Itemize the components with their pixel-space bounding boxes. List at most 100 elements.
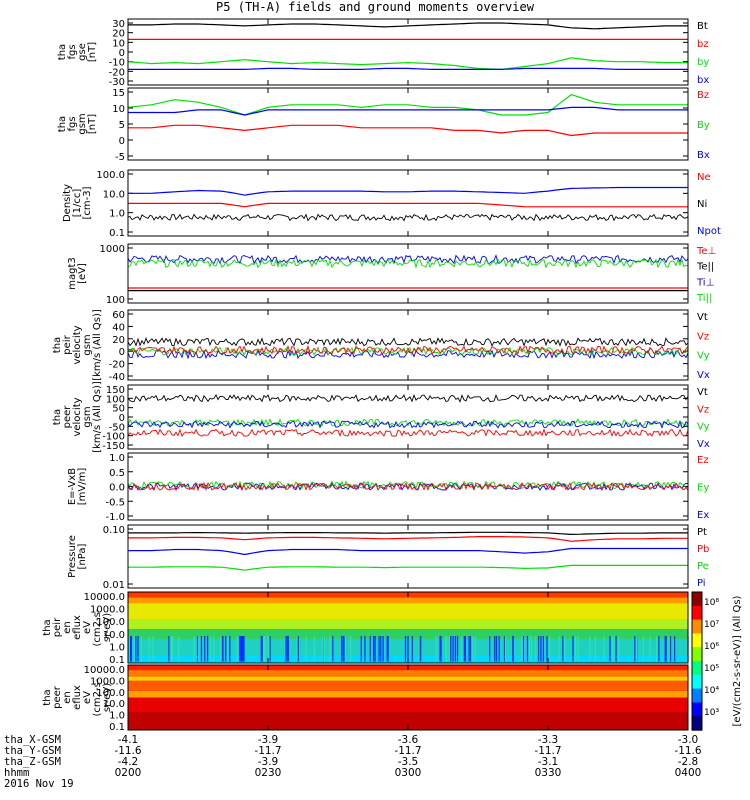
legend-vel_gse-1: Vz — [697, 404, 709, 415]
colorbar-tick-2: 10⁶ — [704, 642, 719, 652]
series-temp-Ti⊥ — [127, 254, 689, 265]
heatmap-streak — [634, 636, 636, 662]
heatmap-streak — [209, 636, 212, 662]
heatmap-streak — [148, 636, 150, 662]
ylabel-gsm-2: gsm — [77, 113, 88, 134]
x-value-0-1: -3.9 — [258, 734, 279, 746]
ylabel-spec_ele-6: sr-eV) — [102, 683, 113, 712]
ylabel-fgs-0: tha — [57, 44, 68, 60]
heatmap-streak — [446, 636, 448, 662]
panel-efield: E=-VxB [mV/m] 1.0 0.5 0.0 -0.5 -1.0 Ez Ey Ex — [67, 452, 709, 523]
heatmap-streak — [658, 636, 660, 662]
series-vel_gse-Vz — [127, 428, 689, 438]
heatmap-streak — [240, 636, 243, 662]
heatmap-streak — [349, 636, 352, 662]
legend-efield-0: Ez — [697, 455, 709, 466]
ytick-spec_ion-4: 1.0 — [109, 642, 125, 653]
series-pressure-Pe — [128, 564, 688, 571]
heatmap-streak — [242, 636, 244, 662]
heatmap-band — [128, 603, 688, 620]
colorbar-swatch — [692, 702, 702, 717]
series-density-Ne — [128, 202, 688, 208]
series-gsm-By — [127, 93, 688, 116]
ytick-vel_all-5: -40 — [109, 372, 125, 383]
x-value-3-2: 0300 — [395, 767, 422, 779]
heatmap-streak — [668, 636, 670, 662]
heatmap-streak — [469, 636, 472, 662]
heatmap-streak — [386, 636, 388, 662]
x-value-2-4: -2.8 — [678, 756, 699, 768]
ylabel-pressure-1: [nPa] — [77, 543, 88, 569]
heatmap-streak — [322, 636, 324, 662]
heatmap-streak — [171, 636, 173, 662]
heatmap-band — [128, 628, 688, 640]
ylabel-density-1: [1/cc] — [72, 189, 83, 218]
heatmap-streak — [577, 636, 579, 662]
heatmap-streak — [332, 636, 334, 662]
ylabel-density-2: [cm-3] — [82, 186, 93, 219]
heatmap-streak — [285, 636, 287, 662]
heatmap-streak — [549, 636, 551, 662]
ytick-efield-3: -0.5 — [105, 497, 125, 508]
heatmap-streak — [262, 636, 264, 662]
heatmap-streak — [603, 636, 605, 662]
heatmap-streak — [471, 636, 473, 662]
x-date: 2016 Nov 19 — [4, 778, 74, 790]
heatmap-streak — [178, 636, 180, 662]
colorbar-label: [eV/(cm2-s-sr-eV)] (All Qs) — [732, 595, 743, 726]
heatmap-streak — [239, 636, 241, 662]
heatmap-streak — [286, 636, 289, 662]
ylabel-spec_ele-4: eV — [82, 691, 93, 704]
legend-density-0: Ne — [697, 172, 711, 183]
colorbar: 10⁸ 10⁷ 10⁶ 10⁵ 10⁴ 10³ [eV/(cm2-s-sr-eV)] (Al… — [691, 591, 743, 731]
x-axis: -4.1 -3.9 -3.6 -3.3 -3.0-11.6 -11.7 -11.7 -11.7… — [114, 734, 701, 779]
heatmap-streak — [137, 636, 139, 662]
colorbar-tick-1: 10⁷ — [704, 620, 719, 630]
legend-temp-3: Ti|| — [696, 293, 712, 304]
ytick-spec_ion-5: 0.1 — [109, 655, 125, 666]
ytick-pressure-1: 0.01 — [103, 580, 125, 591]
ylabel-vel_gse-2: velocity — [72, 397, 83, 436]
ytick-spec_ion-3: 10.0 — [103, 630, 125, 641]
heatmap-band — [128, 697, 688, 713]
ytick-spec_ele-2: 100.0 — [96, 688, 125, 699]
heatmap-streak — [503, 636, 506, 662]
ytick-pressure-0: 0.10 — [103, 525, 125, 536]
x-value-2-1: -3.9 — [258, 756, 279, 768]
heatmap-streak — [197, 636, 199, 662]
ylabel-vel_all-4: [km/s (All Qs)] — [92, 309, 103, 381]
ytick-fgs-6: -30 — [109, 77, 125, 88]
heatmap-streak — [563, 636, 565, 662]
ytick-efield-4: -1.0 — [105, 512, 125, 523]
legend-vel_all-2: Vy — [697, 351, 710, 362]
ytick-spec_ion-0: 10000.0 — [84, 592, 125, 603]
ytick-spec_ion-2: 100.0 — [96, 617, 125, 628]
ylabel-spec_ion-3: eflux — [72, 615, 83, 640]
heatmap-streak — [343, 636, 345, 662]
heatmap-streak — [564, 636, 566, 662]
heatmap-streak — [474, 636, 476, 662]
heatmap-streak — [419, 636, 421, 662]
heatmap-streak — [594, 636, 597, 662]
ylabel-efield-0: E=-VxB — [67, 468, 78, 505]
heatmap-streak — [411, 636, 413, 662]
colorbar-swatch — [692, 633, 702, 648]
x-row-label-2: tha_Z-GSM — [4, 756, 61, 768]
heatmap-streak — [521, 636, 523, 662]
legend-pressure-2: Pe — [697, 561, 709, 572]
ylabel-fgs-2: gse — [77, 43, 88, 61]
ylabel-vel_gse-3: gsm — [82, 406, 93, 427]
colorbar-tick-4: 10⁴ — [704, 686, 719, 696]
legend-vel_gse-2: Vy — [697, 422, 710, 433]
heatmap-streak — [130, 636, 132, 662]
ylabel-spec_ele-0: tha — [42, 689, 53, 705]
heatmap-streak — [140, 636, 143, 662]
ytick-spec_ele-5: 0.1 — [109, 722, 125, 733]
legend-gsm-1: By — [697, 120, 710, 131]
frame-temp — [127, 243, 689, 304]
x-value-3-1: 0230 — [255, 767, 282, 779]
heatmap-streak — [313, 636, 316, 662]
heatmap-streak — [498, 636, 500, 662]
ytick-density-3: 0.1 — [109, 228, 125, 239]
ylabel-spec_ion-6: sr-eV) — [102, 613, 113, 642]
